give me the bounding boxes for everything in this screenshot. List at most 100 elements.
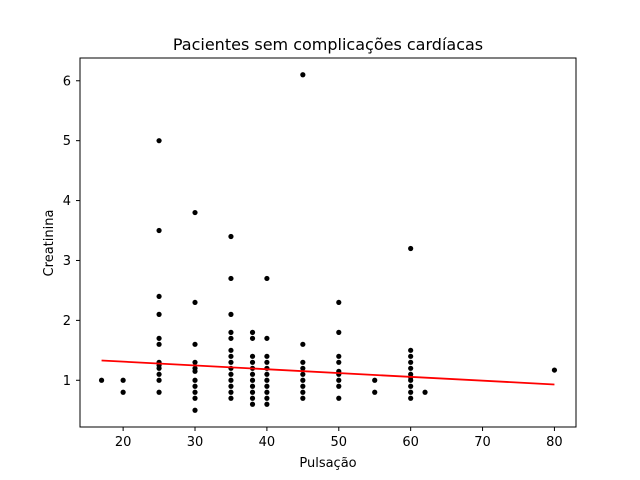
data-point	[228, 311, 234, 317]
data-point	[300, 359, 306, 365]
data-point	[408, 389, 414, 395]
data-point	[120, 377, 126, 383]
data-point	[98, 377, 105, 383]
chart-title: Pacientes sem complicações cardíacas	[173, 35, 483, 54]
x-tick-label: 40	[259, 435, 276, 450]
data-point	[249, 329, 256, 335]
y-tick-label: 6	[63, 74, 71, 89]
x-tick-label: 30	[187, 435, 204, 450]
data-point	[249, 395, 256, 401]
data-point	[156, 335, 162, 341]
data-point	[156, 371, 162, 377]
x-tick-label: 50	[331, 435, 348, 450]
data-point	[228, 377, 234, 383]
data-point	[551, 367, 558, 373]
data-point	[422, 389, 428, 395]
data-point	[264, 359, 270, 365]
data-point	[249, 353, 256, 359]
data-point	[264, 371, 270, 377]
x-tick-label: 20	[115, 435, 132, 450]
data-point	[192, 368, 198, 374]
data-point	[336, 329, 342, 335]
data-point	[300, 72, 306, 78]
data-point	[336, 377, 342, 383]
data-point	[156, 227, 162, 234]
data-point	[228, 275, 234, 282]
x-tick-label: 70	[474, 435, 491, 450]
data-point	[336, 299, 342, 306]
data-point	[372, 389, 378, 395]
data-point	[156, 377, 162, 383]
plot-frame	[79, 57, 577, 428]
data-point	[192, 383, 198, 389]
data-point	[228, 233, 234, 240]
data-point	[408, 245, 414, 252]
data-point	[372, 377, 378, 383]
data-point	[264, 389, 270, 395]
data-point	[249, 401, 256, 407]
x-tick-label: 60	[402, 435, 419, 450]
data-point	[228, 371, 234, 377]
data-point	[408, 359, 414, 365]
data-point	[264, 401, 270, 407]
y-tick-label: 5	[63, 134, 71, 149]
data-point	[156, 138, 162, 144]
data-point	[408, 383, 414, 389]
data-point	[336, 353, 342, 359]
data-point	[300, 377, 306, 383]
data-point	[192, 407, 198, 413]
data-point	[336, 395, 342, 401]
data-point	[249, 359, 256, 365]
data-point	[192, 395, 198, 401]
data-point	[156, 389, 162, 395]
y-axis-title: Creatinina	[42, 210, 57, 277]
trend-line	[101, 359, 555, 386]
x-tick-label: 80	[546, 435, 563, 450]
data-point	[249, 335, 256, 341]
data-point	[408, 377, 414, 383]
data-point	[156, 365, 162, 371]
data-point	[156, 341, 162, 347]
y-tick-label: 4	[63, 194, 71, 209]
data-point	[300, 341, 306, 347]
data-point	[264, 377, 270, 383]
data-point	[408, 395, 414, 401]
data-point	[120, 389, 126, 395]
data-point	[408, 347, 414, 353]
data-point	[408, 353, 414, 359]
data-point	[300, 389, 306, 395]
data-point	[264, 395, 270, 401]
data-point	[228, 353, 234, 359]
data-point	[228, 329, 234, 335]
data-point	[249, 383, 256, 389]
data-point	[228, 389, 234, 395]
data-point	[249, 389, 256, 395]
data-point	[228, 347, 234, 353]
data-point	[228, 335, 234, 341]
y-tick-label: 1	[63, 374, 71, 389]
data-point	[249, 371, 256, 377]
data-point	[264, 353, 270, 359]
data-point	[228, 395, 234, 401]
data-point	[264, 275, 270, 282]
data-point	[228, 359, 234, 365]
data-point	[300, 383, 306, 389]
data-point	[192, 389, 198, 395]
data-point	[300, 365, 306, 371]
data-point	[408, 365, 414, 371]
data-point	[264, 383, 270, 389]
data-point	[249, 377, 256, 383]
data-point	[192, 377, 198, 383]
data-point	[192, 341, 198, 347]
x-axis-title: Pulsação	[299, 456, 356, 471]
data-point	[192, 299, 198, 306]
data-point	[336, 383, 342, 389]
data-point	[156, 311, 162, 317]
data-point	[300, 371, 306, 377]
data-point	[156, 293, 162, 300]
data-point	[228, 383, 234, 389]
y-tick-label: 2	[63, 314, 71, 329]
data-point	[264, 335, 270, 341]
y-tick-label: 3	[63, 254, 71, 269]
